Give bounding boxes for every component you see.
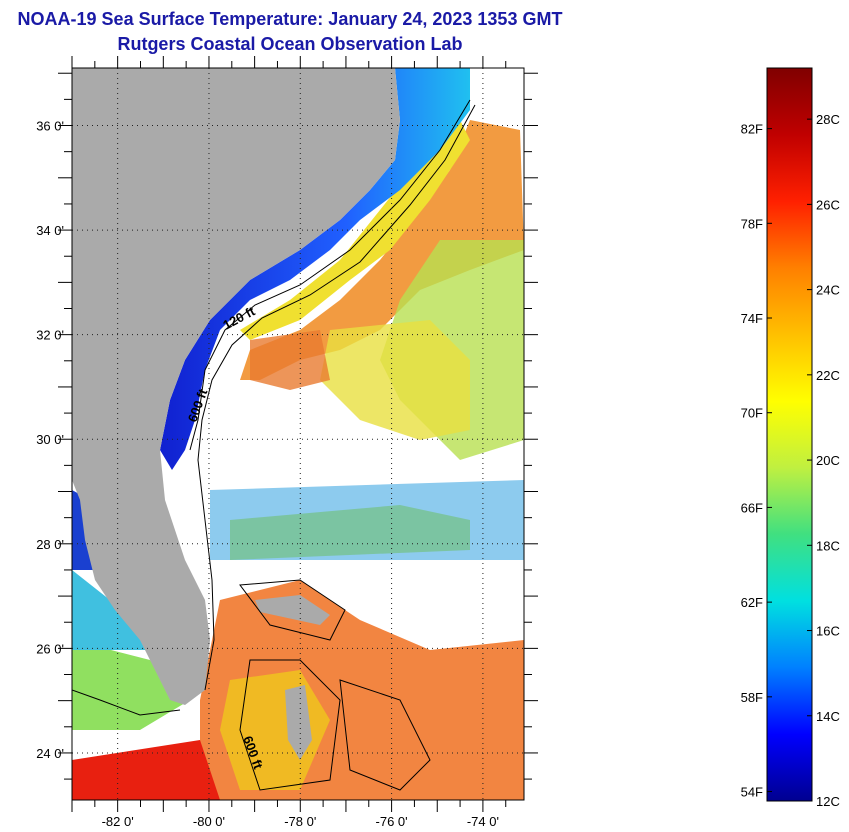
lon-label: -74 0' <box>467 814 499 829</box>
grid-lines <box>72 68 524 800</box>
celsius-label: 26C <box>816 197 840 212</box>
land-mass <box>72 68 400 705</box>
celsius-label: 28C <box>816 112 840 127</box>
florida-bay-green <box>72 640 190 730</box>
florida-west-contour <box>72 689 181 716</box>
lat-label: 30 0' <box>36 432 64 447</box>
lat-label: 24 0' <box>36 746 64 761</box>
lat-label: 34 0' <box>36 223 64 238</box>
celsius-label: 14C <box>816 709 840 724</box>
fahrenheit-label: 62F <box>741 595 763 610</box>
fahrenheit-label: 70F <box>741 406 763 421</box>
florida-west-cyan <box>72 570 150 650</box>
lat-label: 28 0' <box>36 537 64 552</box>
fahrenheit-label: 58F <box>741 690 763 705</box>
keys-warm-water <box>72 740 220 800</box>
celsius-label: 12C <box>816 794 840 809</box>
fahrenheit-label: 54F <box>741 785 763 800</box>
offshore-cloud-band-2 <box>230 505 470 560</box>
map-plot-area <box>72 68 524 800</box>
andros-island <box>285 685 312 760</box>
lon-label: -80 0' <box>193 814 225 829</box>
sst-map: 120 ft 600 ft 600 ft 36 0'34 0'32 0'30 0… <box>36 56 538 829</box>
map-title: NOAA-19 Sea Surface Temperature: January… <box>17 9 563 29</box>
latitude-labels: 36 0' 34 0' 32 0' 30 0' 28 0' 26 0' 24 0' <box>36 119 64 761</box>
fahrenheit-label: 78F <box>741 216 763 231</box>
fahrenheit-labels: 82F 78F 74F 70F 66F 62F 58F 54F <box>741 122 763 800</box>
celsius-label: 16C <box>816 624 840 639</box>
lat-label: 26 0' <box>36 641 64 656</box>
bahamas-contour <box>239 579 431 791</box>
contour-120ft <box>189 99 471 451</box>
gulf-stream-water <box>240 120 524 380</box>
longitude-labels: -82 0' -80 0' -78 0' -76 0' -74 0' <box>102 814 499 829</box>
colorbar-scale <box>766 67 813 802</box>
lat-label: 32 0' <box>36 328 64 343</box>
coastal-cold-water <box>160 68 470 470</box>
offshore-yellow-water <box>320 320 470 440</box>
celsius-label: 20C <box>816 453 840 468</box>
contour-600ft <box>197 104 476 691</box>
celsius-label: 18C <box>816 538 840 553</box>
offshore-orange-patch <box>250 330 330 390</box>
fahrenheit-label: 74F <box>741 311 763 326</box>
map-frame <box>71 67 525 801</box>
grand-bahama-island <box>255 595 330 625</box>
lon-label: -76 0' <box>376 814 408 829</box>
celsius-label: 24C <box>816 283 840 298</box>
celsius-label: 22C <box>816 368 840 383</box>
lat-label: 36 0' <box>36 119 64 134</box>
lon-label: -78 0' <box>284 814 316 829</box>
map-subtitle: Rutgers Coastal Ocean Observation Lab <box>117 34 463 54</box>
celsius-labels: 28C 26C 24C 22C 20C 18C 16C 14C 12C <box>816 112 840 809</box>
colorbar-ticks <box>767 118 812 802</box>
fahrenheit-label: 66F <box>741 500 763 515</box>
axis-ticks <box>58 56 538 812</box>
fahrenheit-label: 82F <box>741 122 763 137</box>
lon-label: -82 0' <box>102 814 134 829</box>
